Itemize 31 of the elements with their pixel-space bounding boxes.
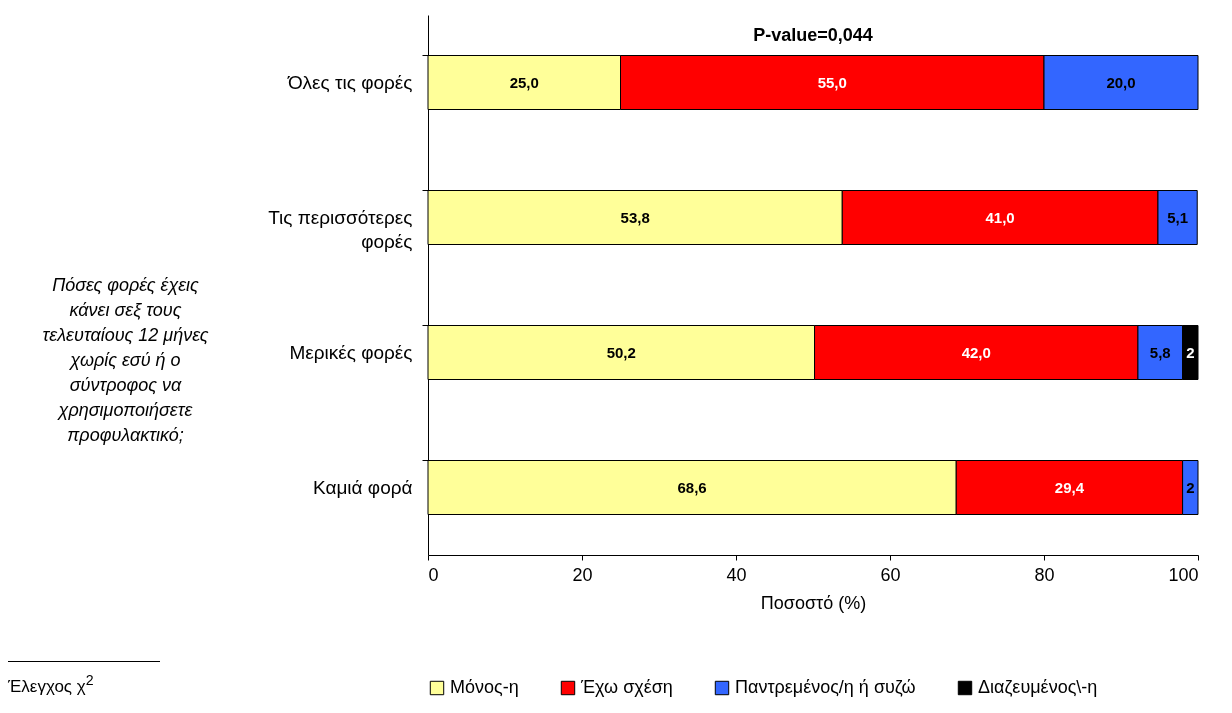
data-label: 55,0 (817, 73, 847, 91)
data-label: 68,6 (677, 478, 707, 496)
y-tick-label: Τις περισσότερες φορές (268, 206, 413, 252)
data-label: 5,1 (1167, 208, 1189, 226)
x-axis-title: Ποσοστό (%) (760, 592, 867, 613)
data-label: 42,0 (961, 343, 991, 361)
x-tick-label: 20 (572, 564, 593, 585)
data-label: 2 (1186, 478, 1195, 496)
x-tick-label: 80 (1034, 564, 1055, 585)
data-label: 2 (1186, 343, 1195, 361)
data-label: 53,8 (620, 208, 650, 226)
data-label: 50,2 (606, 343, 636, 361)
legend-label: Έχω σχέση (580, 677, 673, 697)
data-label: 5,8 (1149, 343, 1171, 361)
legend-label: Μόνος-η (450, 677, 519, 697)
y-axis-title: Πόσες φορές έχεις κάνει σεξ τους τελευταίους 12 μήνες χωρίς εσύ ή ο σύντροφος να χρησιμοποιήσετε προφυλακτικό; (42, 274, 209, 445)
x-tick-label: 40 (726, 564, 747, 585)
data-label: 29,4 (1054, 478, 1085, 496)
data-label: 41,0 (985, 208, 1015, 226)
text: P-value=0,044 (753, 25, 873, 45)
data-label: 25,0 (509, 73, 539, 91)
y-tick-label: Μερικές φορές (289, 341, 413, 363)
x-tick-label: 100 (1168, 564, 1199, 585)
y-tick-label: Όλες τις φορές (286, 71, 413, 93)
legend-label: Διαζευμένος\-η (978, 677, 1098, 697)
x-tick-label: 60 (880, 564, 901, 585)
data-label: 20,0 (1106, 73, 1136, 91)
text: Έλεγχος χ$^{2}$ (8, 672, 95, 697)
y-tick-label: Καμιά φορά (312, 476, 413, 498)
x-tick-label: 0 (428, 564, 439, 585)
legend-label: Παντρεμένος/η ή συζώ (735, 677, 916, 697)
